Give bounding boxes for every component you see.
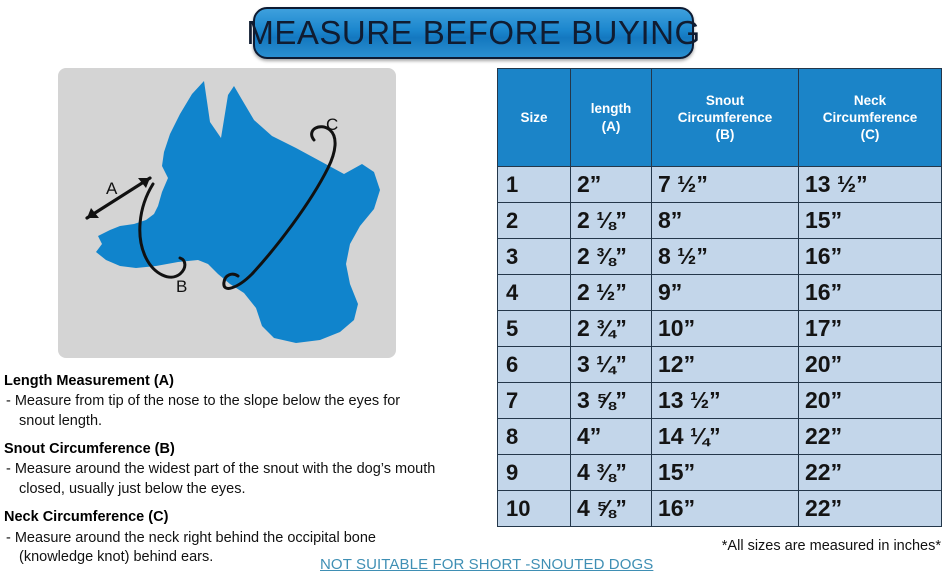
cell-neck: 13 ½” — [798, 166, 942, 203]
column-header-neck-circumference: Neck Circumference (C) — [798, 68, 942, 167]
table-row: 6 3 ¼” 12” 20” — [497, 346, 942, 383]
cell-snout: 14 ¼” — [651, 418, 799, 455]
column-header-size-line1: Size — [520, 109, 548, 125]
instruction-block-length: Length Measurement (A) - Measure from ti… — [4, 372, 484, 431]
instruction-body-length: - Measure from tip of the nose to the sl… — [4, 392, 484, 431]
cell-snout: 8” — [651, 202, 799, 239]
cell-size: 4 — [497, 274, 571, 311]
measurement-arrow-a — [85, 176, 152, 220]
cell-neck: 17” — [798, 310, 942, 347]
table-row: 7 3 ⅝” 13 ½” 20” — [497, 382, 942, 419]
cell-length: 2 ¾” — [570, 310, 652, 347]
cell-size: 3 — [497, 238, 571, 275]
column-header-neck-line2: Circumference — [822, 109, 918, 125]
cell-snout: 15” — [651, 454, 799, 491]
cell-neck: 20” — [798, 346, 942, 383]
dog-measurement-illustration: A B C — [58, 68, 396, 358]
cell-neck: 22” — [798, 454, 942, 491]
cell-size: 5 — [497, 310, 571, 347]
size-chart-body: 1 2” 7 ½” 13 ½” 2 2 ⅛” 8” 15” 3 2 ⅜” 8 ½… — [497, 166, 942, 527]
cell-length: 4 ⅜” — [570, 454, 652, 491]
measurement-loop-b — [138, 182, 187, 279]
instruction-neck-line1: - Measure around the neck right behind t… — [6, 529, 376, 546]
instruction-heading-snout: Snout Circumference (B) — [4, 441, 175, 458]
table-row: 2 2 ⅛” 8” 15” — [497, 202, 942, 239]
label-c: C — [326, 115, 338, 134]
cell-snout: 10” — [651, 310, 799, 347]
label-a: A — [106, 179, 118, 198]
cell-neck: 16” — [798, 238, 942, 275]
column-header-snout-line2: Circumference — [677, 109, 773, 125]
cell-size: 7 — [497, 382, 571, 419]
cell-neck: 22” — [798, 490, 942, 527]
table-row: 5 2 ¾” 10” 17” — [497, 310, 942, 347]
cell-length: 3 ¼” — [570, 346, 652, 383]
size-chart-table: Size length (A) Snout Circumference (B) … — [497, 68, 942, 527]
cell-size: 2 — [497, 202, 571, 239]
cell-size: 6 — [497, 346, 571, 383]
cell-snout: 9” — [651, 274, 799, 311]
instruction-snout-line2: closed, usually just below the eyes. — [19, 480, 246, 497]
cell-snout: 12” — [651, 346, 799, 383]
measurement-arrow-a-head-left — [87, 208, 99, 218]
table-row: 10 4 ⅝” 16” 22” — [497, 490, 942, 527]
instruction-body-snout: - Measure around the widest part of the … — [4, 460, 484, 499]
dog-head-diagram-svg: A B C — [85, 81, 380, 343]
column-header-length-line1: length — [590, 101, 632, 117]
cell-neck: 16” — [798, 274, 942, 311]
measurement-instructions: Length Measurement (A) - Measure from ti… — [4, 372, 484, 576]
table-row: 8 4” 14 ¼” 22” — [497, 418, 942, 455]
column-header-snout-line1: Snout — [705, 92, 745, 108]
column-header-length: length (A) — [570, 68, 652, 167]
cell-length: 2 ½” — [570, 274, 652, 311]
instruction-snout-line1: - Measure around the widest part of the … — [6, 461, 436, 478]
cell-length: 2 ⅜” — [570, 238, 652, 275]
cell-length: 4 ⅝” — [570, 490, 652, 527]
cell-size: 10 — [497, 490, 571, 527]
column-header-snout-circumference: Snout Circumference (B) — [651, 68, 799, 167]
cell-snout: 8 ½” — [651, 238, 799, 275]
column-header-snout-line3: (B) — [715, 127, 735, 143]
size-chart-header: Size length (A) Snout Circumference (B) … — [497, 68, 942, 167]
cell-length: 2” — [570, 166, 652, 203]
column-header-size: Size — [497, 68, 571, 167]
measurement-arrow-a-head-right — [138, 178, 150, 188]
not-suitable-note: NOT SUITABLE FOR SHORT -SNOUTED DOGS — [320, 556, 654, 573]
instruction-heading-neck: Neck Circumference (C) — [4, 509, 169, 526]
cell-neck: 20” — [798, 382, 942, 419]
instruction-neck-line2: (knowledge knot) behind ears. — [19, 548, 214, 565]
column-header-length-line2: (A) — [601, 118, 621, 134]
table-row: 1 2” 7 ½” 13 ½” — [497, 166, 942, 203]
cell-length: 2 ⅛” — [570, 202, 652, 239]
cell-snout: 16” — [651, 490, 799, 527]
cell-snout: 7 ½” — [651, 166, 799, 203]
instruction-heading-length: Length Measurement (A) — [4, 373, 174, 389]
page-title-banner: MEASURE BEFORE BUYING — [246, 7, 700, 59]
table-row: 4 2 ½” 9” 16” — [497, 274, 942, 311]
instruction-length-line1: - Measure from tip of the nose to the sl… — [6, 393, 401, 410]
column-header-neck-line3: (C) — [860, 127, 880, 143]
table-header-row: Size length (A) Snout Circumference (B) … — [497, 68, 942, 167]
cell-length: 3 ⅝” — [570, 382, 652, 419]
cell-neck: 15” — [798, 202, 942, 239]
table-row: 9 4 ⅜” 15” 22” — [497, 454, 942, 491]
instruction-block-neck: Neck Circumference (C) - Measure around … — [4, 508, 484, 567]
instruction-block-snout: Snout Circumference (B) - Measure around… — [4, 440, 484, 499]
measurement-loop-c — [222, 125, 337, 290]
dog-head-silhouette — [96, 81, 380, 343]
cell-length: 4” — [570, 418, 652, 455]
instruction-body-neck: - Measure around the neck right behind t… — [4, 529, 484, 568]
cell-size: 9 — [497, 454, 571, 491]
cell-snout: 13 ½” — [651, 382, 799, 419]
table-row: 3 2 ⅜” 8 ½” 16” — [497, 238, 942, 275]
label-b: B — [176, 277, 187, 296]
page-title: MEASURE BEFORE BUYING — [246, 14, 701, 51]
column-header-neck-line1: Neck — [853, 92, 887, 108]
cell-size: 1 — [497, 166, 571, 203]
instruction-length-line2: snout length. — [19, 412, 103, 429]
cell-size: 8 — [497, 418, 571, 455]
all-sizes-inches-note: *All sizes are measured in inches* — [721, 538, 941, 554]
cell-neck: 22” — [798, 418, 942, 455]
